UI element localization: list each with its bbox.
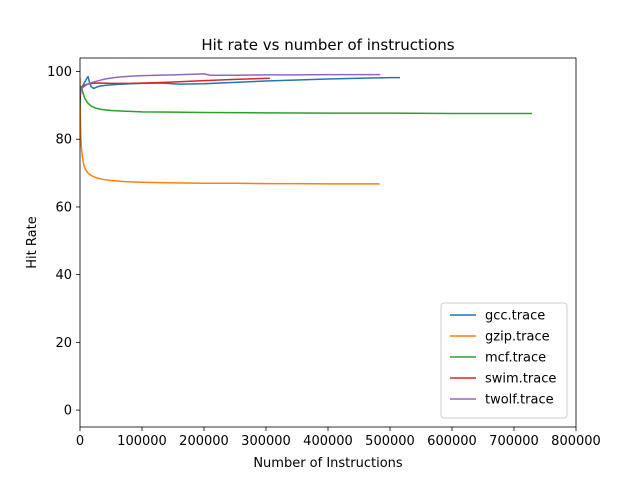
x-tick-label: 0 [76,434,84,449]
x-tick-label: 100000 [117,434,167,449]
y-axis-label: Hit Rate [25,216,40,268]
series-line-gzip-trace [80,77,380,185]
x-tick-label: 200000 [179,434,229,449]
chart-title: Hit rate vs number of instructions [201,36,454,54]
x-axis-ticks: 0 100000 200000 300000 400000 500000 600000 700… [76,427,601,449]
x-axis-label: Number of Instructions [253,456,403,471]
x-tick-label: 700000 [489,434,539,449]
x-tick-label: 400000 [303,434,353,449]
legend-label-mcf-trace: mcf.trace [485,351,546,366]
plot-area: 0 100000 200000 300000 400000 500000 600000 700… [47,57,601,449]
y-tick-label: 0 [64,404,72,419]
legend-box [440,302,568,419]
y-tick-label: 40 [55,268,72,283]
legend: gcc.trace gzip.trace mcf.trace swim.trace tw… [440,302,568,419]
x-tick-label: 800000 [551,434,601,449]
series-line-gcc-trace [80,75,401,113]
y-axis-ticks: 0 20 40 60 80 100 [47,65,80,419]
series-line-twolf-trace [80,73,381,97]
series-lines [80,73,533,185]
y-tick-label: 60 [55,200,72,215]
legend-label-gcc-trace: gcc.trace [485,309,545,324]
x-tick-label: 500000 [365,434,415,449]
y-tick-label: 20 [55,336,72,351]
x-tick-label: 600000 [427,434,477,449]
y-tick-label: 100 [47,65,72,80]
x-tick-label: 300000 [241,434,291,449]
legend-label-gzip-trace: gzip.trace [485,330,550,345]
y-tick-label: 80 [55,133,72,148]
series-line-mcf-trace [80,86,533,115]
legend-label-swim-trace: swim.trace [485,372,556,387]
legend-label-twolf-trace: twolf.trace [485,393,554,408]
